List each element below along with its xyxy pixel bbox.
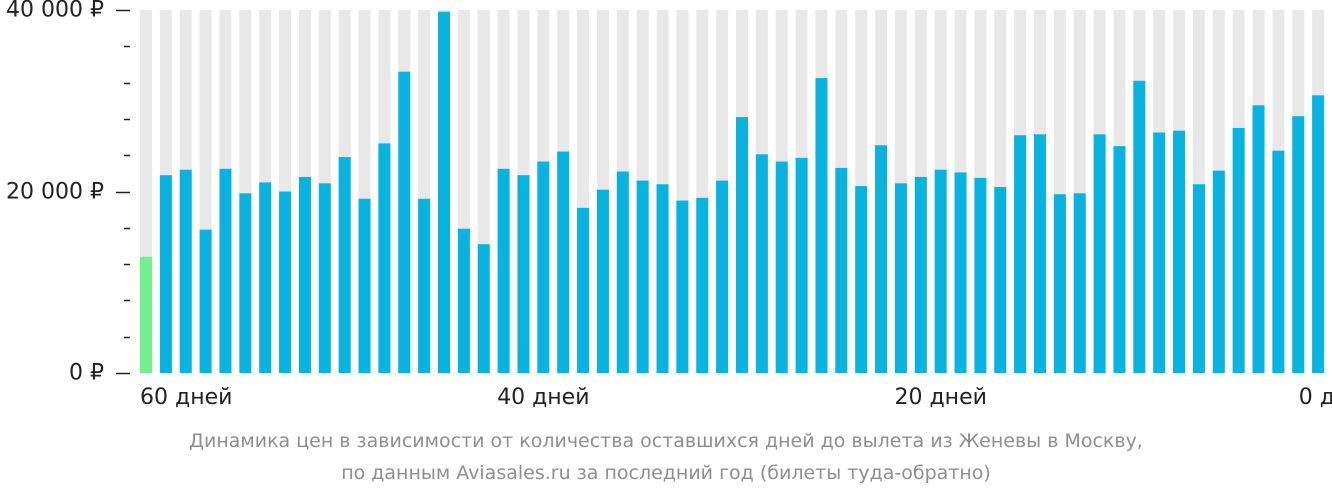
price-bar: [418, 198, 431, 373]
price-bar: [497, 168, 510, 373]
price-bar: [140, 256, 152, 373]
price-bar: [438, 11, 450, 374]
price-bar: [755, 154, 768, 373]
price-bar: [557, 151, 570, 373]
price-bar: [1292, 116, 1305, 374]
y-tick-label: 0 ₽: [69, 361, 104, 386]
price-bar: [577, 207, 590, 373]
price-bar: [219, 168, 232, 373]
price-bar: [477, 244, 490, 373]
price-bar: [914, 176, 927, 373]
price-bar: [1312, 95, 1325, 373]
price-bar: [239, 193, 252, 373]
price-bar: [457, 228, 470, 373]
price-bar: [696, 197, 709, 373]
price-bar: [736, 117, 748, 373]
price-bar: [954, 172, 967, 373]
price-chart: 0 ₽ 20 000 ₽ 40 000 ₽ 60 дней 40 дней 20 дней…: [6, 0, 1332, 410]
price-bar: [1252, 105, 1265, 373]
price-bar: [358, 198, 371, 373]
x-tick-label: 40 дней: [497, 385, 589, 410]
price-bar: [1192, 184, 1205, 373]
price-bar: [775, 161, 788, 373]
price-bar: [636, 180, 649, 373]
price-bar: [716, 180, 729, 373]
price-bar: [616, 171, 629, 373]
price-bar: [298, 176, 311, 373]
price-bar: [378, 143, 391, 373]
price-bar: [875, 145, 888, 373]
price-bar: [179, 169, 192, 373]
price-bar: [199, 229, 212, 373]
price-bar: [1034, 134, 1046, 373]
price-bar: [1212, 170, 1225, 373]
price-bar: [934, 169, 947, 373]
price-bar: [994, 186, 1007, 373]
x-tick-label: 0 дней: [1299, 385, 1332, 410]
price-bar: [279, 191, 292, 373]
price-bar: [676, 200, 689, 373]
chart-caption-line2: по данным Aviasales.ru за последний год …: [341, 462, 991, 484]
price-bar: [835, 167, 848, 373]
price-bar: [259, 182, 272, 373]
x-tick-label: 20 дней: [894, 385, 986, 410]
y-tick-label: 20 000 ₽: [6, 180, 104, 205]
x-tick-label: 60 дней: [140, 385, 232, 410]
price-bar: [1272, 150, 1285, 373]
price-bar: [1073, 193, 1086, 373]
price-bar: [656, 184, 669, 373]
price-bar: [1093, 134, 1106, 373]
price-bar: [974, 177, 987, 373]
price-bar: [338, 157, 351, 373]
price-bar: [855, 186, 868, 373]
price-bar: [159, 175, 172, 373]
price-bar: [596, 189, 609, 373]
price-bar: [318, 183, 331, 373]
price-bar: [1153, 132, 1166, 373]
price-bar: [1133, 80, 1146, 373]
price-bar: [398, 71, 411, 374]
price-bar: [815, 78, 828, 373]
price-bar: [1173, 130, 1186, 373]
chart-caption-line1: Динамика цен в зависимости от количества…: [189, 430, 1143, 452]
price-bar: [1053, 194, 1066, 373]
price-bar: [1232, 127, 1245, 373]
price-bar: [795, 157, 808, 373]
y-tick-label: 40 000 ₽: [6, 0, 104, 23]
price-bar: [1014, 135, 1027, 373]
price-bar: [1113, 146, 1126, 374]
price-bar: [517, 175, 530, 373]
price-bar: [894, 183, 907, 373]
price-bar: [537, 161, 550, 373]
